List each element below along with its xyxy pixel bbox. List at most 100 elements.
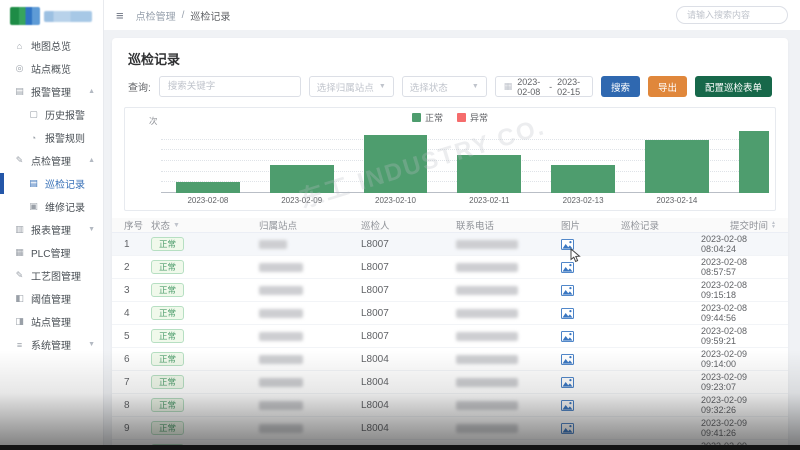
export-button[interactable]: 导出 — [648, 76, 687, 97]
column-header-状态[interactable]: 状态▼ — [151, 218, 259, 232]
status-filter-icon[interactable]: ▼ — [173, 222, 180, 229]
keyword-input[interactable] — [159, 76, 301, 97]
bar-2023-02-10[interactable] — [364, 135, 428, 193]
sidebar-item-报警管理[interactable]: ▤报警管理▲ — [0, 80, 103, 103]
site-management-icon: ◨ — [13, 316, 26, 327]
table-row[interactable]: 6正常L80042023-02-09 09:14:00 — [112, 348, 788, 371]
bar-2023-02-08[interactable] — [176, 182, 240, 193]
sidebar-item-站点概览[interactable]: ◎站点概览 — [0, 57, 103, 80]
cell-image — [561, 308, 621, 319]
column-header-label: 联系电话 — [456, 218, 494, 232]
sidebar-item-维修记录[interactable]: ▣维修记录 — [0, 195, 103, 218]
bar-slot — [442, 129, 536, 193]
legend-swatch-icon — [457, 113, 466, 122]
phone-redacted — [456, 240, 518, 249]
table-row[interactable]: 4正常L80072023-02-08 09:44:56 — [112, 302, 788, 325]
sidebar: ⌂地图总览◎站点概览▤报警管理▲▢历史报警◔报警规则✎点检管理▲▤巡检记录▣维修… — [0, 0, 104, 450]
sidebar-menu: ⌂地图总览◎站点概览▤报警管理▲▢历史报警◔报警规则✎点检管理▲▤巡检记录▣维修… — [0, 30, 103, 356]
table-row[interactable]: 5正常L80072023-02-08 09:59:21 — [112, 325, 788, 348]
table-row[interactable]: 9正常L80042023-02-09 09:41:26 — [112, 417, 788, 440]
legend-item-异常[interactable]: 异常 — [457, 111, 488, 124]
cell-submit-time: 2023-02-08 08:57:57 — [701, 257, 776, 277]
image-thumbnail-icon[interactable] — [561, 354, 574, 365]
legend-item-正常[interactable]: 正常 — [412, 111, 443, 124]
cell-status: 正常 — [151, 421, 259, 435]
image-thumbnail-icon[interactable] — [561, 377, 574, 388]
sidebar-item-站点管理[interactable]: ◨ 站点管理 — [0, 310, 103, 333]
sidebar-item-PLC管理[interactable]: ▦PLC管理 — [0, 241, 103, 264]
bar-2023-02-14[interactable] — [645, 140, 709, 193]
search-button[interactable]: 搜索 — [601, 76, 640, 97]
phone-redacted — [456, 401, 518, 410]
date-range-picker[interactable]: ▦ 2023-02-08 - 2023-02-15 — [495, 76, 593, 97]
status-badge: 正常 — [151, 421, 184, 435]
sidebar-item-阈值管理[interactable]: ◧阈值管理 — [0, 287, 103, 310]
table-row[interactable]: 2正常L80072023-02-08 08:57:57 — [112, 256, 788, 279]
table-row[interactable]: 1正常L80072023-02-08 08:04:24 — [112, 233, 788, 256]
sidebar-item-报表管理[interactable]: ▥报表管理▼ — [0, 218, 103, 241]
table-row[interactable]: 7正常L80042023-02-09 09:23:07 — [112, 371, 788, 394]
sidebar-item-历史报警[interactable]: ▢历史报警 — [0, 103, 103, 126]
sidebar-collapse-icon[interactable]: ≡ — [116, 8, 124, 23]
sidebar-item-label: 站点管理 — [31, 314, 71, 329]
image-thumbnail-icon[interactable] — [561, 285, 574, 296]
image-thumbnail-icon[interactable] — [561, 308, 574, 319]
cell-index: 6 — [124, 354, 151, 365]
cell-phone — [456, 263, 561, 272]
sidebar-item-工艺图管理[interactable]: ✎工艺图管理 — [0, 264, 103, 287]
sidebar-item-报警规则[interactable]: ◔报警规则 — [0, 126, 103, 149]
bar-2023-02-13[interactable] — [551, 165, 615, 193]
configure-inspection-form-button[interactable]: 配置巡检表单 — [695, 76, 772, 97]
chart-legend: 正常 异常 — [125, 111, 775, 124]
sidebar-item-地图总览[interactable]: ⌂地图总览 — [0, 34, 103, 57]
status-select[interactable]: 选择状态 ▼ — [402, 76, 487, 97]
sidebar-item-系统管理[interactable]: ≡系统管理▼ — [0, 333, 103, 356]
sidebar-item-巡检记录[interactable]: ▤巡检记录 — [0, 172, 103, 195]
sidebar-item-点检管理[interactable]: ✎点检管理▲ — [0, 149, 103, 172]
bar-2023-02-11[interactable] — [457, 155, 521, 193]
image-thumbnail-icon[interactable] — [561, 423, 574, 434]
cell-site — [259, 263, 361, 272]
bar-slot — [349, 129, 443, 193]
legend-swatch-icon — [412, 113, 421, 122]
bar-slot — [161, 129, 255, 193]
cell-image — [561, 285, 621, 296]
global-search-input[interactable] — [676, 6, 788, 24]
cell-index: 8 — [124, 400, 151, 411]
sort-icon[interactable]: ▲▼ — [771, 221, 776, 229]
column-header-label: 图片 — [561, 218, 580, 232]
sidebar-item-label: 报警规则 — [45, 130, 85, 145]
breadcrumb-parent[interactable]: 点检管理 — [136, 8, 176, 23]
status-select-placeholder: 选择状态 — [410, 80, 448, 94]
site-redacted — [259, 286, 303, 295]
bar-2023-02-15[interactable] — [739, 131, 769, 193]
column-header-提交时间[interactable]: 提交时间▲▼ — [701, 218, 776, 232]
phone-redacted — [456, 355, 518, 364]
chevron-down-icon: ▼ — [88, 226, 95, 233]
table-row[interactable]: 3正常L80072023-02-08 09:15:18 — [112, 279, 788, 302]
phone-redacted — [456, 424, 518, 433]
image-thumbnail-icon[interactable] — [561, 331, 574, 342]
column-header-巡检人: 巡检人 — [361, 218, 456, 232]
calendar-icon: ▦ — [504, 81, 513, 92]
site-select[interactable]: 选择归属站点 ▼ — [309, 76, 394, 97]
threshold-management-icon: ◧ — [13, 293, 26, 304]
image-thumbnail-icon[interactable] — [561, 400, 574, 411]
legend-label: 异常 — [470, 111, 488, 124]
column-header-label: 巡检记录 — [621, 218, 659, 232]
cell-index: 4 — [124, 308, 151, 319]
column-header-label: 状态 — [151, 218, 170, 232]
site-redacted — [259, 378, 303, 387]
image-thumbnail-icon[interactable] — [561, 262, 574, 273]
table-row[interactable]: 8正常L80042023-02-09 09:32:26 — [112, 394, 788, 417]
process-diagram-icon: ✎ — [13, 270, 26, 281]
phone-redacted — [456, 309, 518, 318]
site-redacted — [259, 355, 303, 364]
cell-submit-time: 2023-02-08 09:44:56 — [701, 303, 776, 323]
column-header-归属站点: 归属站点 — [259, 218, 361, 232]
bar-2023-02-09[interactable] — [270, 165, 334, 193]
sidebar-item-label: 地图总览 — [31, 38, 71, 53]
patrol-records-card: 巡检记录 查询: 选择归属站点 ▼ 选择状态 ▼ ▦ 2023-02-08 - … — [112, 38, 788, 450]
status-badge: 正常 — [151, 398, 184, 412]
image-thumbnail-icon[interactable] — [561, 239, 574, 250]
